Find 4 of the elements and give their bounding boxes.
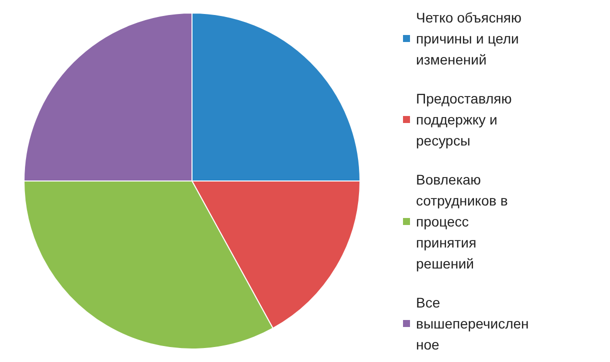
legend-label: Четко объясняю причины и цели изменений <box>416 10 526 68</box>
legend-label: Вовлекаю сотрудников в процесс принятия решений <box>416 172 512 272</box>
legend-label: Все вышеперечисленное <box>416 294 529 352</box>
legend-label: Предоставляю поддержку и ресурсы <box>416 90 516 148</box>
